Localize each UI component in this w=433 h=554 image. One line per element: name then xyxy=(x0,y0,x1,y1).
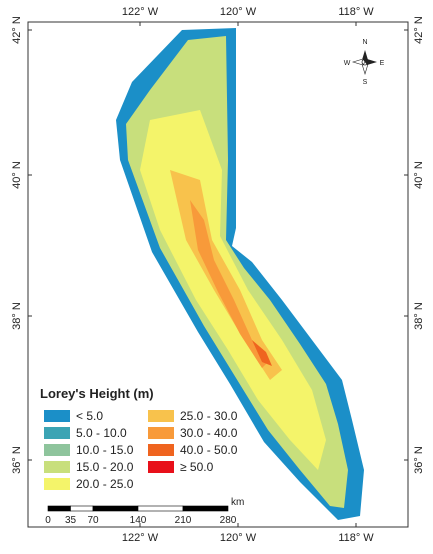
scale-label: 35 xyxy=(65,515,77,526)
top-label: 118° W xyxy=(338,6,374,18)
bottom-label: 122° W xyxy=(122,532,159,544)
legend-label: 25.0 - 30.0 xyxy=(180,409,238,423)
region-tallest xyxy=(252,340,272,366)
legend-swatch xyxy=(148,410,174,422)
left-label: 42° N xyxy=(11,16,23,44)
compass-letter: N xyxy=(362,39,367,46)
legend-swatch xyxy=(44,410,70,422)
legend-label: 5.0 - 10.0 xyxy=(76,426,127,440)
right-label: 40° N xyxy=(413,161,425,189)
region-very-tall xyxy=(190,200,268,368)
legend-swatch xyxy=(44,478,70,490)
bottom-label: 120° W xyxy=(220,532,257,544)
scale-unit: km xyxy=(231,497,244,508)
legend-label: < 5.0 xyxy=(76,409,103,423)
compass-letter: E xyxy=(380,60,385,67)
legend-label: 15.0 - 20.0 xyxy=(76,460,134,474)
scale-label: 280 xyxy=(220,515,237,526)
scale-label: 140 xyxy=(130,515,147,526)
scale-label: 0 xyxy=(45,515,51,526)
legend-swatch xyxy=(148,444,174,456)
scale-label: 210 xyxy=(175,515,192,526)
left-label: 38° N xyxy=(11,302,23,330)
legend-label: 10.0 - 15.0 xyxy=(76,443,134,457)
legend-swatch xyxy=(44,444,70,456)
compass-letter: S xyxy=(363,79,368,86)
legend-swatch xyxy=(148,461,174,473)
legend-label: 30.0 - 40.0 xyxy=(180,426,238,440)
bottom-label: 118° W xyxy=(338,532,374,544)
study-area xyxy=(116,28,364,520)
top-label: 120° W xyxy=(220,6,257,18)
legend-swatch xyxy=(44,461,70,473)
legend-swatch xyxy=(148,427,174,439)
scale-label: 70 xyxy=(87,515,99,526)
top-label: 122° W xyxy=(122,6,159,18)
scale-segment xyxy=(47,505,71,512)
legend-label: 20.0 - 25.0 xyxy=(76,477,134,491)
compass xyxy=(351,50,377,76)
compass-letter: W xyxy=(344,60,351,67)
right-label: 36° N xyxy=(413,446,425,474)
scale-segment xyxy=(92,505,139,512)
legend-swatch xyxy=(44,427,70,439)
legend-label: ≥ 50.0 xyxy=(180,460,214,474)
scale-segment xyxy=(137,505,184,512)
scale-segment xyxy=(70,505,94,512)
compass-ring xyxy=(361,58,369,66)
legend-label: 40.0 - 50.0 xyxy=(180,443,238,457)
left-label: 40° N xyxy=(11,161,23,189)
scale-segment xyxy=(182,505,229,512)
right-label: 42° N xyxy=(413,16,425,44)
right-label: 38° N xyxy=(413,302,425,330)
left-label: 36° N xyxy=(11,446,23,474)
legend-title: Lorey's Height (m) xyxy=(40,386,154,401)
